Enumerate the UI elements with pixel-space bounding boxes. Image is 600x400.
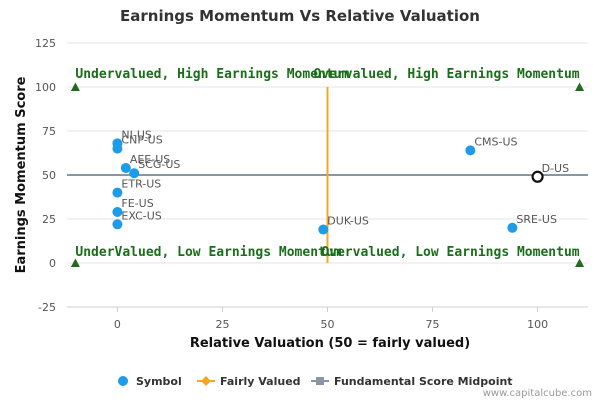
legend-symbol-marker <box>118 376 128 386</box>
data-point-label: EXC-US <box>121 209 161 222</box>
y-tick-label: 100 <box>35 81 56 94</box>
data-point[interactable] <box>112 206 123 217</box>
data-point[interactable] <box>112 143 123 154</box>
corner-triangle-marker <box>575 82 585 91</box>
data-point[interactable] <box>129 168 140 179</box>
quadrant-label: Overvalued, High Earnings Momentum <box>313 67 579 82</box>
y-tick-label: 50 <box>42 169 56 182</box>
corner-triangle-marker <box>70 82 80 91</box>
x-tick-label: 25 <box>215 318 229 331</box>
y-axis-label: Earnings Momentum Score <box>14 76 29 273</box>
x-axis-label: Relative Valuation (50 = fairly valued) <box>190 336 470 351</box>
y-tick-label: 0 <box>49 257 56 270</box>
data-point-label: ETR-US <box>121 178 161 191</box>
corner-triangle-marker <box>70 258 80 267</box>
legend: Symbol Fairly Valued Fundamental Score M… <box>118 375 513 388</box>
legend-label: Fundamental Score Midpoint <box>334 375 513 388</box>
data-point-label: FE-US <box>121 197 153 210</box>
data-point-label: CMS-US <box>474 135 517 148</box>
quadrant-label: Overvalued, Low Earnings Momentum <box>321 245 579 260</box>
legend-midpoint-marker <box>316 377 324 385</box>
data-point-label: D-US <box>542 162 569 175</box>
data-point-label: CNP-US <box>121 134 162 147</box>
corner-triangle-marker <box>575 258 585 267</box>
legend-label: Symbol <box>136 375 182 388</box>
quadrant-label: Undervalued, High Earnings Momentum <box>75 67 349 82</box>
data-point[interactable] <box>112 219 123 230</box>
x-tick-label: 50 <box>321 318 335 331</box>
y-axis-ticks: -25 0 25 50 75 100 125 <box>35 37 56 314</box>
data-point[interactable] <box>465 145 476 156</box>
data-point-label: DUK-US <box>327 215 369 228</box>
legend-item-midpoint[interactable]: Fundamental Score Midpoint <box>311 375 513 388</box>
data-point-highlighted[interactable] <box>531 170 544 183</box>
data-point-label: AEE-US <box>130 153 170 166</box>
corner-markers <box>70 82 585 267</box>
x-tick-label: 100 <box>527 318 548 331</box>
data-point[interactable] <box>507 222 518 233</box>
chart-title: Earnings Momentum Vs Relative Valuation <box>120 7 480 25</box>
y-tick-label: -25 <box>38 301 56 314</box>
reference-lines <box>67 87 588 263</box>
data-point[interactable] <box>318 224 329 235</box>
quadrant-label: UnderValued, Low Earnings Momentum <box>75 245 341 260</box>
credit-text[interactable]: www.capitalcube.com <box>483 388 592 399</box>
legend-item-symbol[interactable]: Symbol <box>118 375 182 388</box>
x-tick-label: 75 <box>426 318 440 331</box>
x-tick-label: 0 <box>114 318 121 331</box>
x-axis-ticks: 0 25 50 75 100 <box>114 307 548 331</box>
y-tick-label: 75 <box>42 125 56 138</box>
y-tick-label: 125 <box>35 37 56 50</box>
data-point-label: SCG-US <box>138 158 180 171</box>
data-point-label: NI-US <box>121 128 151 141</box>
legend-item-fairly-valued[interactable]: Fairly Valued <box>197 375 301 388</box>
data-point[interactable] <box>120 162 131 173</box>
y-tick-label: 25 <box>42 213 56 226</box>
quadrant-labels: Undervalued, High Earnings MomentumOverv… <box>75 67 579 260</box>
legend-fairly-marker <box>201 376 211 386</box>
data-point-label: SRE-US <box>516 213 557 226</box>
data-point[interactable] <box>112 187 123 198</box>
legend-label: Fairly Valued <box>220 375 301 388</box>
